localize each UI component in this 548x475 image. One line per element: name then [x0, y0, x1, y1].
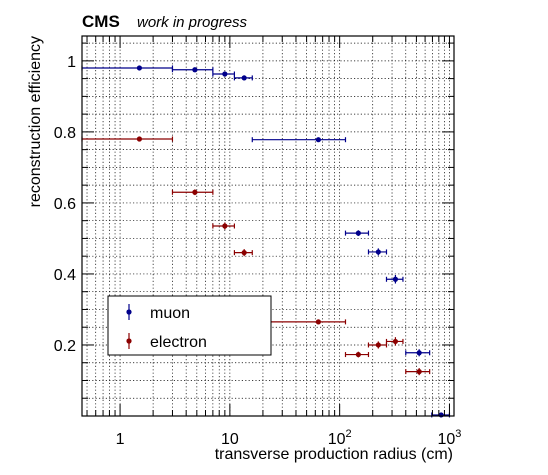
plot-frame	[81, 35, 455, 417]
electron-marker	[355, 351, 361, 358]
electron-marker	[192, 189, 198, 195]
chart-header: CMS work in progress	[82, 12, 248, 31]
electron-point	[405, 368, 431, 376]
y-axis-label: reconstruction efficiency	[27, 36, 44, 207]
y-tick-label: 0.2	[54, 338, 76, 355]
electron-point	[385, 337, 404, 346]
tick-labels: 1 10 102 103 0.2 0.4 0.6 0.8 1	[54, 54, 462, 448]
x-tick-label-exponent: 2	[345, 428, 351, 440]
legend-entry-electron: electron	[126, 333, 207, 351]
muon-marker	[416, 350, 422, 356]
legend-marker	[126, 309, 132, 315]
experiment-label: CMS	[82, 12, 120, 31]
muon-point	[171, 67, 214, 73]
muon-marker	[355, 230, 361, 236]
electron-point	[233, 249, 253, 257]
electron-point	[344, 351, 370, 358]
muon-point	[367, 248, 388, 256]
muon-point	[212, 71, 236, 77]
series-electron	[81, 136, 431, 376]
x-tick-label: 102	[328, 428, 352, 448]
muon-marker	[241, 75, 247, 81]
ticks	[82, 36, 454, 416]
electron-marker	[315, 319, 321, 325]
muon-marker	[136, 65, 143, 71]
muon-point	[405, 349, 431, 357]
y-tick-label: 0.6	[54, 196, 76, 213]
x-axis-label: transverse production radius (cm)	[215, 446, 453, 463]
y-tick-label: 0.4	[54, 267, 76, 284]
electron-point	[212, 222, 236, 230]
electron-marker	[241, 250, 247, 256]
muon-point	[385, 275, 404, 284]
y-tick-label: 1	[67, 54, 76, 71]
muon-marker	[392, 276, 399, 282]
electron-point	[171, 189, 214, 196]
series-muon	[81, 65, 451, 418]
electron-marker	[416, 369, 422, 375]
muon-marker	[438, 412, 444, 418]
electron-marker	[392, 338, 399, 345]
x-tick-label-exponent: 3	[455, 428, 461, 440]
x-tick-label: 10	[221, 431, 239, 448]
electron-marker	[375, 342, 381, 348]
series-layer	[81, 65, 451, 418]
electron-marker	[222, 223, 228, 229]
muon-marker	[375, 249, 381, 255]
status-label: work in progress	[137, 14, 248, 31]
legend-marker	[126, 338, 132, 344]
muon-marker	[315, 137, 321, 143]
muon-point	[251, 137, 347, 143]
muon-point	[431, 412, 451, 418]
electron-point	[81, 136, 174, 142]
muon-point	[344, 230, 370, 236]
legend-entry-muon: muon	[126, 304, 190, 322]
x-tick-label: 1	[116, 431, 125, 448]
y-tick-label: 0.8	[54, 125, 76, 142]
muon-point	[233, 75, 253, 81]
muon-marker	[222, 71, 228, 77]
electron-marker	[136, 136, 143, 142]
x-tick-label: 103	[437, 428, 461, 448]
muon-marker	[192, 67, 198, 73]
electron-point	[367, 341, 388, 349]
legend-label: electron	[150, 334, 207, 351]
legend: muon electron	[107, 295, 272, 356]
grid	[82, 36, 454, 416]
legend-label: muon	[150, 305, 190, 322]
muon-point	[81, 65, 174, 71]
legend-box	[107, 295, 272, 356]
